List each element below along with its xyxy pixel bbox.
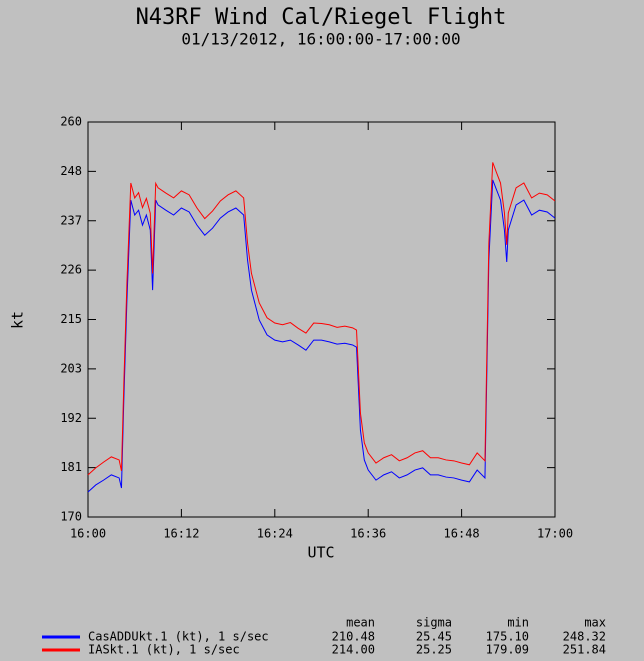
x-tick-label: 16:12 — [163, 527, 199, 541]
y-tick-label: 181 — [60, 460, 82, 474]
x-tick-label: 16:24 — [257, 527, 293, 541]
y-tick-label: 248 — [60, 164, 82, 178]
stats-value: 179.09 — [486, 643, 529, 657]
stats-header: min — [507, 616, 529, 630]
x-tick-label: 17:00 — [537, 527, 573, 541]
x-axis-label: UTC — [307, 544, 334, 562]
y-axis-label: kt — [9, 311, 27, 329]
stats-value: 25.45 — [416, 630, 452, 644]
stats-header: max — [584, 616, 606, 630]
stats-value: 251.84 — [563, 643, 606, 657]
series-line — [87, 162, 556, 476]
x-tick-label: 16:48 — [444, 527, 480, 541]
y-tick-label: 226 — [60, 263, 82, 277]
y-tick-label: 237 — [60, 213, 82, 227]
x-tick-label: 16:36 — [350, 527, 386, 541]
legend-label: CasADDUkt.1 (kt), 1 s/sec — [88, 630, 269, 644]
stats-value: 210.48 — [332, 630, 375, 644]
stats-value: 25.25 — [416, 643, 452, 657]
y-tick-label: 170 — [60, 510, 82, 524]
y-tick-label: 260 — [60, 115, 82, 129]
legend-label: IASkt.1 (kt), 1 s/sec — [88, 643, 240, 657]
chart-subtitle: 01/13/2012, 16:00:00-17:00:00 — [181, 30, 460, 49]
y-tick-label: 192 — [60, 411, 82, 425]
y-tick-label: 215 — [60, 312, 82, 326]
stats-value: 214.00 — [332, 643, 375, 657]
stats-header: sigma — [416, 616, 452, 630]
y-tick-label: 203 — [60, 361, 82, 375]
stats-value: 248.32 — [563, 630, 606, 644]
stats-header: mean — [346, 616, 375, 630]
stats-value: 175.10 — [486, 630, 529, 644]
x-tick-label: 16:00 — [70, 527, 106, 541]
chart-title: N43RF Wind Cal/Riegel Flight — [136, 5, 507, 30]
